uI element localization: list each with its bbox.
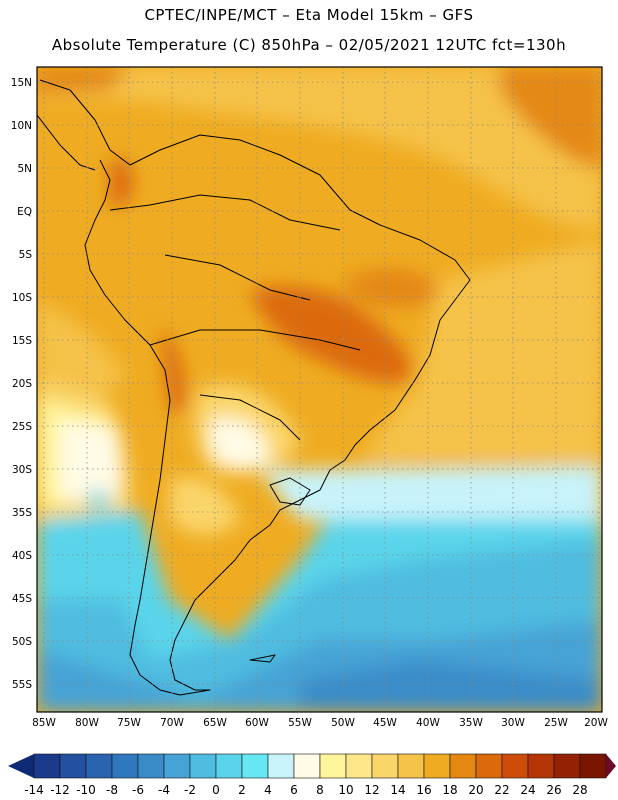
lon-label: 20W: [584, 717, 608, 729]
colorbar-swatch: [319, 753, 347, 779]
lon-label: 65W: [203, 717, 227, 729]
colorbar-label: 24: [520, 783, 535, 797]
lat-label: 45S: [12, 593, 32, 605]
colorbar-swatch: [449, 753, 477, 779]
colorbar-label: 18: [442, 783, 457, 797]
colorbar-swatch: [137, 753, 165, 779]
lon-label: 85W: [32, 717, 56, 729]
lon-label: 75W: [117, 717, 141, 729]
colorbar-swatch: [371, 753, 399, 779]
colorbar-label: 10: [338, 783, 353, 797]
colorbar-label: 12: [364, 783, 379, 797]
colorbar-label: -8: [106, 783, 118, 797]
colorbar-swatch: [163, 753, 191, 779]
colorbar-label: 14: [390, 783, 405, 797]
colorbar-label: 2: [238, 783, 246, 797]
colorbar-label: -10: [76, 783, 96, 797]
map-frame: [36, 66, 603, 713]
lon-label: 60W: [245, 717, 269, 729]
lat-label: 55S: [12, 679, 32, 691]
temperature-field: [37, 67, 602, 712]
colorbar-label: 16: [416, 783, 431, 797]
lat-label: 15S: [12, 335, 32, 347]
lat-label: 40S: [12, 550, 32, 562]
colorbar-swatch: [345, 753, 373, 779]
colorbar-swatch: [423, 753, 451, 779]
colorbar-swatch: [527, 753, 555, 779]
colorbar-swatch: [293, 753, 321, 779]
colorbar-label: 0: [212, 783, 220, 797]
lat-label: 10S: [12, 292, 32, 304]
colorbar-swatches: [33, 753, 607, 779]
colorbar-label: -6: [132, 783, 144, 797]
coastline-outlines: [37, 79, 471, 696]
colorbar: -14 -12 -10 -8 -6 -4 -2 0 2 4 6 8 10 12 …: [8, 753, 616, 797]
colorbar-label: 8: [316, 783, 324, 797]
lat-label: 25S: [12, 421, 32, 433]
colorbar-high-arrow: [606, 754, 616, 778]
colorbar-low-arrow: [8, 754, 34, 778]
colorbar-swatch: [241, 753, 269, 779]
lon-label: 35W: [459, 717, 483, 729]
lon-label: 25W: [544, 717, 568, 729]
lat-label: 5N: [17, 163, 32, 175]
colorbar-swatch: [397, 753, 425, 779]
colorbar-label: -2: [184, 783, 196, 797]
lat-axis: 15N 10N 5N EQ 5S 10S 15S 20S 25S 30S 35S…: [11, 77, 33, 691]
colorbar-swatch: [59, 753, 87, 779]
colorbar-label: -12: [50, 783, 70, 797]
colorbar-label: 28: [572, 783, 587, 797]
lat-label: 30S: [12, 464, 32, 476]
lat-label: 10N: [11, 120, 32, 132]
colorbar-label: 22: [494, 783, 509, 797]
lon-label: 80W: [75, 717, 99, 729]
lat-label: 35S: [12, 507, 32, 519]
lat-label: 20S: [12, 378, 32, 390]
title-line-2: Absolute Temperature (C) 850hPa – 02/05/…: [51, 36, 567, 54]
lat-label: EQ: [17, 206, 32, 218]
colorbar-label: 26: [546, 783, 561, 797]
colorbar-swatch: [85, 753, 113, 779]
lon-label: 40W: [416, 717, 440, 729]
colorbar-label: 6: [290, 783, 298, 797]
lat-label: 15N: [11, 77, 32, 89]
colorbar-swatch: [33, 753, 61, 779]
lat-gridlines: [37, 81, 602, 685]
lon-label: 50W: [331, 717, 355, 729]
lon-label: 45W: [373, 717, 397, 729]
colorbar-label: 4: [264, 783, 272, 797]
colorbar-labels: -14 -12 -10 -8 -6 -4 -2 0 2 4 6 8 10 12 …: [24, 783, 587, 797]
colorbar-swatch: [475, 753, 503, 779]
colorbar-swatch: [111, 753, 139, 779]
colorbar-swatch: [579, 753, 607, 779]
colorbar-swatch: [501, 753, 529, 779]
lon-label: 70W: [160, 717, 184, 729]
lon-label: 55W: [288, 717, 312, 729]
colorbar-label: -14: [24, 783, 44, 797]
colorbar-swatch: [189, 753, 217, 779]
lon-label: 30W: [501, 717, 525, 729]
colorbar-swatch: [267, 753, 295, 779]
colorbar-swatch: [553, 753, 581, 779]
colorbar-label: -4: [158, 783, 170, 797]
lat-label: 5S: [19, 249, 33, 261]
colorbar-label: 20: [468, 783, 483, 797]
lat-label: 50S: [12, 636, 32, 648]
lon-axis: 85W 80W 75W 70W 65W 60W 55W 50W 45W 40W …: [32, 717, 608, 729]
colorbar-swatch: [215, 753, 243, 779]
title-line-1: CPTEC/INPE/MCT – Eta Model 15km – GFS: [144, 6, 474, 24]
temperature-map: 15N 10N 5N EQ 5S 10S 15S 20S 25S 30S 35S…: [11, 66, 608, 729]
